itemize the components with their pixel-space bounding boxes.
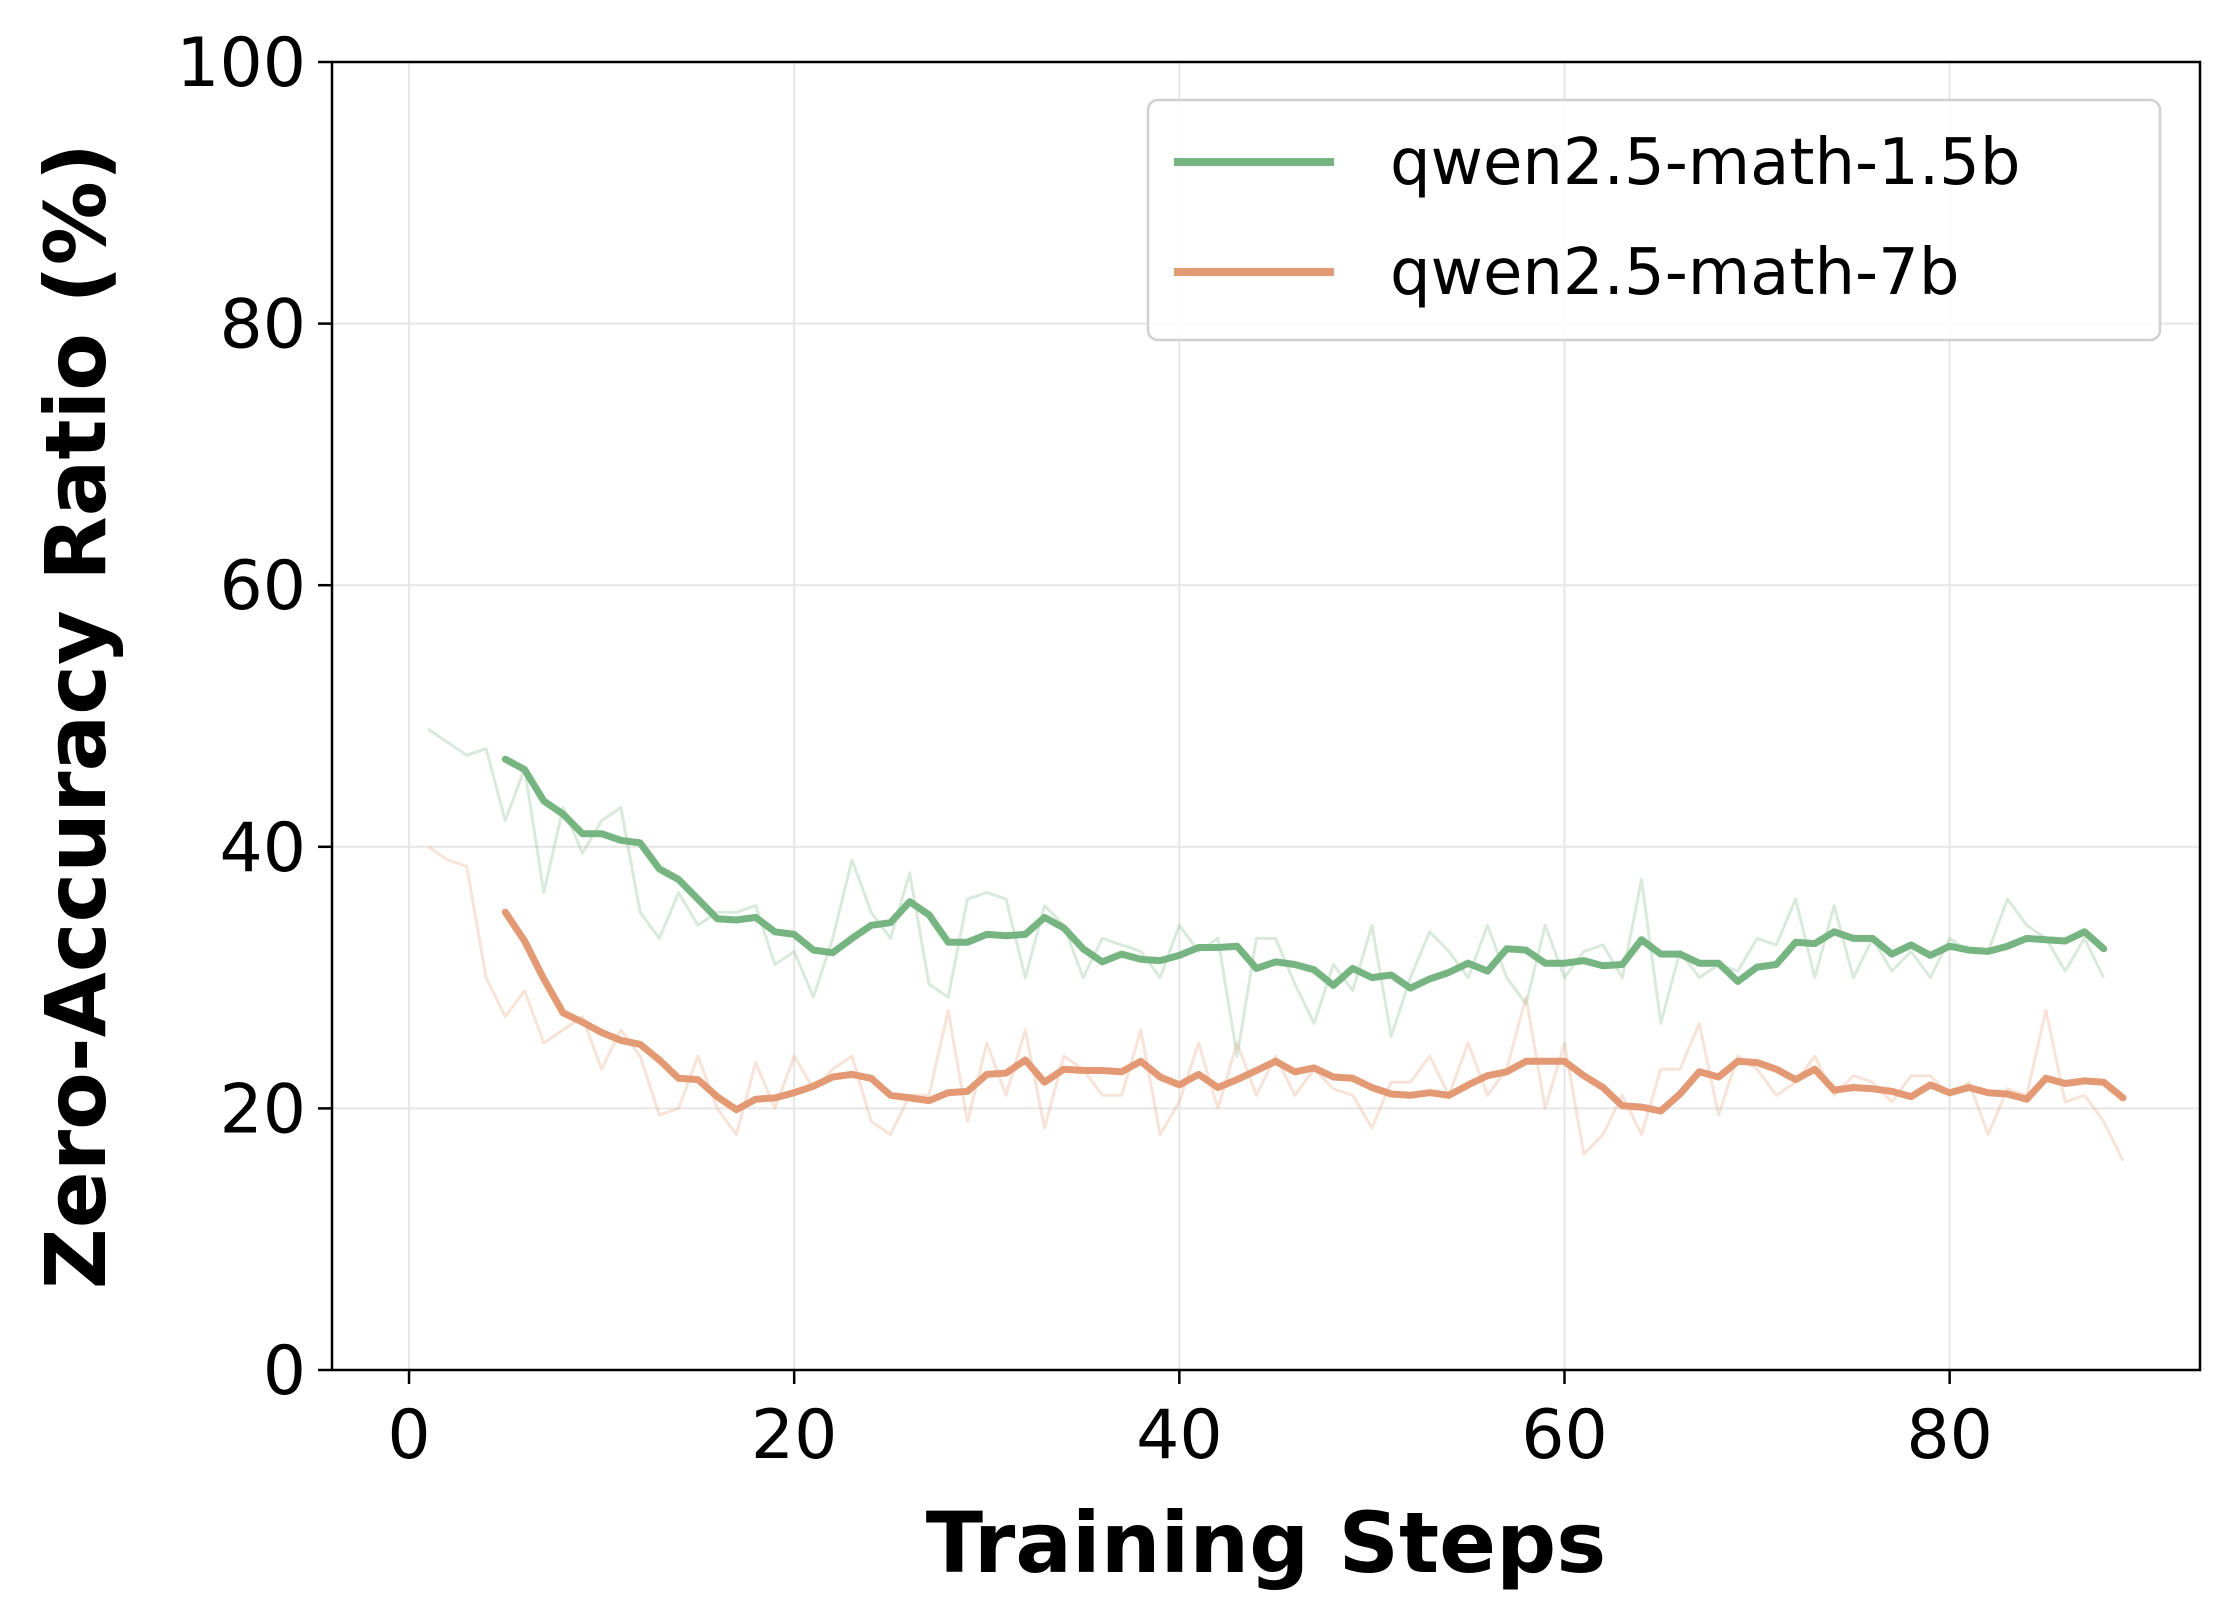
legend-box	[1146, 98, 2162, 342]
smoothed-series-lines	[501, 755, 2127, 1115]
axis-ticks: 0 20 40 60 80 0 20 40 60 80 100	[176, 24, 1993, 1475]
x-tick-label-1: 20	[751, 1396, 838, 1475]
y-tick-label-0: 0	[263, 1332, 306, 1411]
x-tick-label-0: 0	[387, 1396, 430, 1475]
series-line-0	[501, 755, 2108, 992]
y-tick-label-1: 20	[219, 1070, 306, 1149]
raw-series-lines	[427, 727, 2125, 1162]
x-tick-label-3: 60	[1521, 1396, 1608, 1475]
legend-label-0: qwen2.5-math-1.5b	[1390, 126, 2021, 200]
x-tick-label-2: 40	[1136, 1396, 1223, 1475]
x-tick-label-4: 80	[1906, 1396, 1993, 1475]
series-line-1	[501, 908, 2127, 1115]
y-tick-label-3: 60	[219, 547, 306, 626]
x-axis-title: Training Steps	[926, 1494, 1607, 1592]
legend-label-1: qwen2.5-math-7b	[1390, 236, 1959, 310]
y-tick-label-2: 40	[219, 809, 306, 888]
y-axis-title: Zero-Accuracy Ratio (%)	[27, 143, 125, 1289]
raw-series-line-0	[427, 727, 2106, 1058]
y-tick-label-4: 80	[219, 286, 306, 365]
legend: qwen2.5-math-1.5b qwen2.5-math-7b	[1146, 98, 2162, 342]
raw-series-line-1	[427, 845, 2125, 1162]
plot-frame	[330, 60, 2202, 1372]
y-tick-label-5: 100	[176, 24, 306, 103]
